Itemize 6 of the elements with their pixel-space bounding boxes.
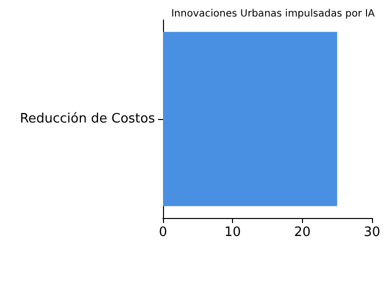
x-tick-label: 10 <box>224 225 241 240</box>
x-tick-label: 30 <box>364 225 380 240</box>
x-tick-label: 20 <box>294 225 311 240</box>
y-tick-label: Reducción de Costos <box>20 112 156 126</box>
x-tick-label: 0 <box>158 225 168 240</box>
chart-title: Innovaciones Urbanas impulsadas por IA <box>171 8 375 20</box>
